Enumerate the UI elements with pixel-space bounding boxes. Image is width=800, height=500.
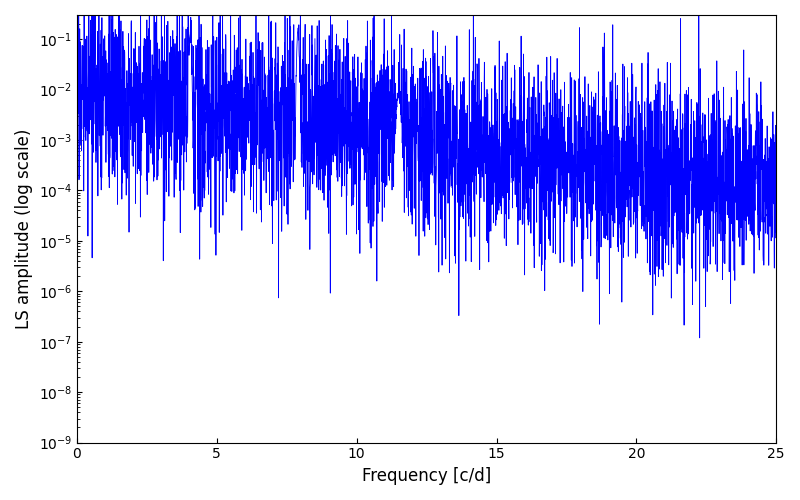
Y-axis label: LS amplitude (log scale): LS amplitude (log scale) [15,128,33,329]
X-axis label: Frequency [c/d]: Frequency [c/d] [362,467,491,485]
